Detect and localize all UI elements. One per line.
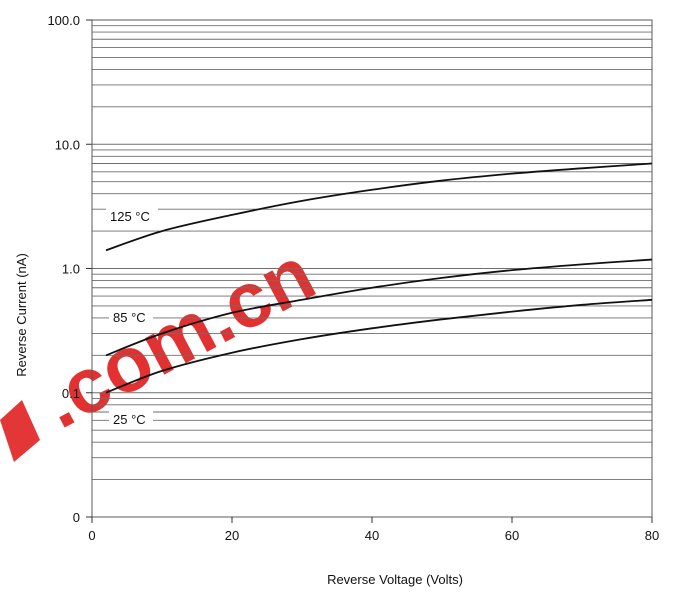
x-tick-label: 40 [365, 528, 379, 543]
x-tick-label: 60 [505, 528, 519, 543]
y-axis-label: Reverse Current (nA) [14, 253, 29, 377]
y-tick-label: 0.1 [62, 386, 80, 401]
series-label-1: 85 °C [113, 310, 146, 325]
x-tick-label: 0 [88, 528, 95, 543]
y-tick-label: 10.0 [55, 137, 80, 152]
watermark-mark [0, 400, 40, 462]
y-tick-label: 0 [73, 510, 80, 525]
watermark: .com.cn [0, 229, 328, 462]
x-tick-label: 80 [645, 528, 659, 543]
x-tick-label: 20 [225, 528, 239, 543]
grid [91, 19, 653, 518]
series-labels: 125 °C 85 °C 25 °C [106, 208, 158, 428]
axes: 0 20 40 60 80 0 0.1 1.0 10.0 100.0 [47, 13, 659, 543]
series-line-0 [105, 162, 653, 252]
series-label-bg [109, 309, 153, 326]
x-axis-label: Reverse Voltage (Volts) [327, 572, 463, 587]
series-line-2 [105, 298, 653, 394]
y-tick-label: 1.0 [62, 262, 80, 277]
series-label-0: 125 °C [110, 209, 150, 224]
series-label-bg [106, 208, 158, 225]
series-label-2: 25 °C [113, 412, 146, 427]
series-label-bg [109, 411, 153, 428]
series-line-1 [105, 258, 653, 357]
y-tick-label: 100.0 [47, 13, 80, 28]
curves [105, 162, 653, 394]
